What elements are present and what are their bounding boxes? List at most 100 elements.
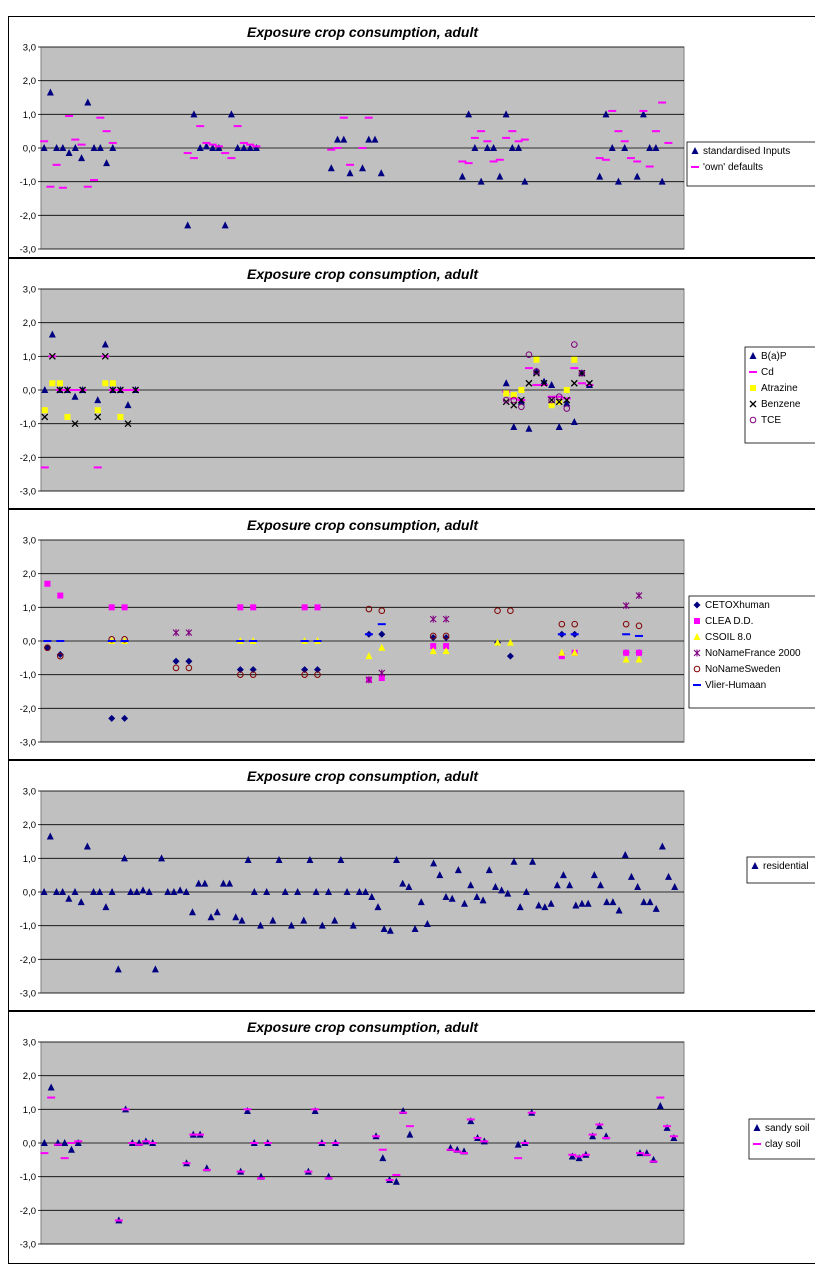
data-point: [313, 666, 321, 674]
data-point: [664, 141, 673, 144]
data-point: [56, 386, 64, 394]
data-point: [453, 1150, 462, 1153]
data-point: [658, 842, 666, 850]
data-point: [90, 144, 98, 151]
data-point: [506, 652, 514, 660]
data-point: [94, 413, 102, 421]
legend-label: NoNameFrance 2000: [705, 648, 801, 659]
data-point: [56, 380, 63, 387]
data-point: [202, 142, 210, 150]
y-tick-label: -1,0: [20, 419, 36, 430]
data-point: [311, 1107, 319, 1115]
legend-marker: [753, 1124, 761, 1131]
legend-label: clay soil: [765, 1139, 801, 1150]
data-point: [533, 369, 540, 377]
data-point: [246, 143, 255, 146]
data-point: [541, 903, 549, 911]
data-point: [96, 116, 105, 119]
data-point: [378, 669, 386, 677]
data-point: [349, 921, 357, 929]
y-tick-label: -1,0: [20, 1172, 36, 1183]
data-point: [195, 879, 203, 887]
data-point: [621, 144, 629, 151]
data-point: [249, 666, 257, 674]
data-point: [473, 893, 481, 901]
data-point: [362, 888, 370, 895]
y-tick-label: 2,0: [23, 569, 36, 580]
data-point: [621, 850, 629, 858]
data-point: [517, 396, 525, 404]
data-point: [379, 1154, 387, 1162]
data-point: [327, 164, 335, 172]
data-point: [108, 141, 117, 144]
series-3: [108, 637, 643, 663]
data-point: [442, 615, 450, 623]
data-point: [294, 888, 302, 895]
data-point: [300, 640, 309, 642]
y-tick-label: 3,0: [23, 285, 36, 296]
data-point: [622, 633, 631, 636]
data-point: [182, 1162, 191, 1165]
data-point: [572, 901, 580, 909]
data-point: [52, 888, 60, 895]
data-point: [208, 143, 217, 146]
data-point: [64, 386, 71, 394]
data-point: [121, 636, 128, 643]
data-point: [249, 640, 258, 642]
legend-marker: [749, 416, 757, 424]
legend-label: residential: [763, 861, 809, 872]
data-point: [527, 1111, 536, 1114]
data-point: [44, 644, 51, 652]
data-point: [49, 380, 56, 387]
series-1: [43, 630, 643, 722]
data-point: [337, 856, 345, 864]
data-point: [614, 177, 622, 185]
data-point: [244, 856, 252, 864]
legend-label: Vlier-Humaan: [705, 680, 766, 691]
legend-marker: [753, 1143, 761, 1145]
data-point: [557, 633, 566, 636]
y-tick-label: 3,0: [23, 787, 36, 798]
chart-panel-3: Exposure crop consumption, adult -3,0 -2,0…: [8, 509, 815, 760]
data-point: [522, 888, 530, 895]
data-point: [79, 386, 87, 394]
legend: residential: [746, 856, 815, 884]
data-point: [44, 580, 51, 587]
data-point: [196, 144, 204, 151]
data-point: [102, 903, 110, 911]
data-point: [651, 130, 660, 133]
legend-box: [688, 595, 815, 709]
data-point: [202, 141, 211, 144]
data-point: [392, 1173, 401, 1176]
data-point: [59, 888, 67, 895]
series-4: [172, 592, 643, 684]
data-point: [570, 417, 578, 425]
y-tick-label: -2,0: [20, 1206, 36, 1217]
data-point: [622, 620, 630, 628]
data-point: [371, 135, 379, 143]
data-point: [102, 130, 111, 133]
data-point: [670, 1133, 678, 1141]
data-point: [494, 638, 502, 646]
data-point: [429, 634, 437, 642]
data-point: [479, 896, 487, 904]
data-point: [589, 1132, 597, 1140]
data-point: [508, 144, 516, 151]
data-point: [502, 136, 511, 139]
data-point: [53, 144, 61, 151]
data-point: [665, 872, 673, 880]
data-point: [221, 221, 229, 229]
data-point: [108, 604, 115, 611]
data-point: [483, 140, 492, 143]
data-point: [250, 888, 258, 895]
chart-1-svg: Exposure crop consumption, adult -3,0 -2,0…: [20, 24, 815, 256]
data-point: [237, 671, 244, 678]
y-tick-label: 3,0: [23, 43, 36, 54]
data-point: [188, 908, 196, 916]
data-point: [496, 172, 504, 180]
data-point: [430, 859, 438, 867]
data-point: [46, 832, 54, 840]
data-point: [555, 398, 563, 406]
data-point: [219, 879, 227, 887]
